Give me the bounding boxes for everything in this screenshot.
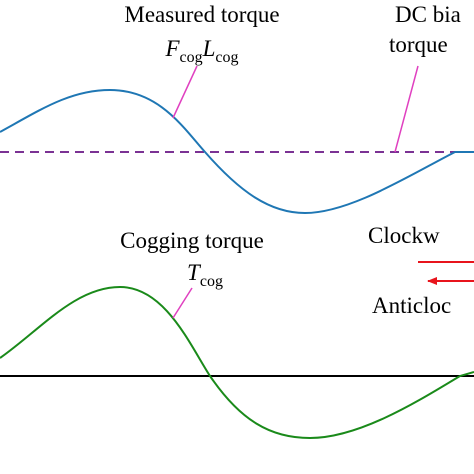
leader	[172, 65, 198, 119]
subscript: cog	[180, 49, 203, 66]
legend-label: Anticloc	[372, 293, 451, 318]
symbol-part: T	[187, 260, 202, 285]
cogging-curve	[0, 285, 474, 440]
symbol-part: L	[202, 36, 216, 61]
subscript: cog	[215, 49, 238, 66]
legend-label: Clockw	[368, 223, 440, 248]
symbol-part: F	[164, 36, 180, 61]
symbol: Tcog	[187, 260, 223, 290]
label: Measured torque	[124, 2, 279, 27]
label: Cogging torque	[120, 228, 264, 253]
label: torque	[389, 32, 448, 57]
measured-curve	[0, 88, 474, 215]
label: DC bia	[395, 2, 461, 27]
leader	[394, 65, 419, 153]
subscript: cog	[200, 273, 223, 290]
symbol: FcogLcog	[164, 36, 238, 66]
leader	[172, 287, 193, 319]
